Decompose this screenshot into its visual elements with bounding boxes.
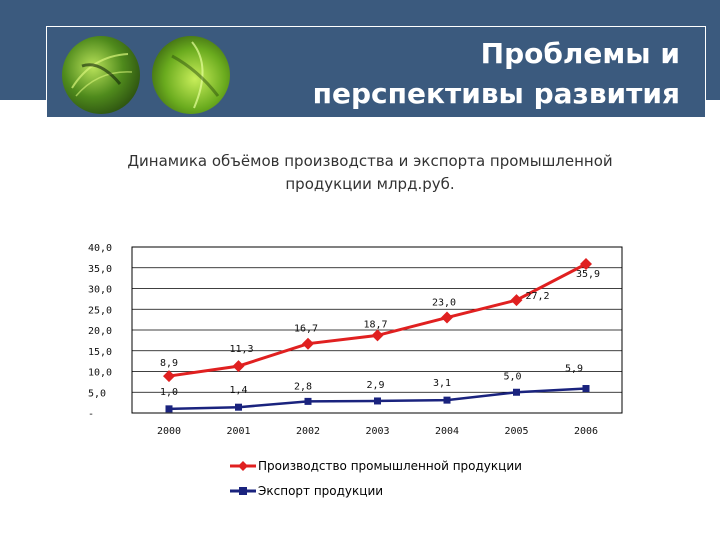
data-point-export: [235, 403, 242, 411]
x-tick-label: 2003: [365, 426, 389, 437]
y-tick-label: 35,0: [88, 264, 112, 275]
data-point-production: [232, 360, 245, 373]
legend-label-export: Экспорт продукции: [258, 484, 384, 498]
data-point-production: [510, 294, 523, 307]
chart-title: Динамика объёмов производства и экспорта…: [100, 150, 640, 196]
page-title-line-1: Проблемы и: [480, 37, 680, 70]
y-tick-label: 5,0: [88, 388, 106, 399]
data-point-export: [304, 397, 312, 405]
data-label-export: 5,9: [565, 364, 583, 375]
x-tick-label: 2000: [157, 426, 181, 437]
data-label-production: 8,9: [160, 358, 178, 369]
chart-title-line-1: Динамика объёмов производства и экспорта…: [127, 152, 613, 170]
x-tick-label: 2005: [504, 426, 528, 437]
data-point-export: [165, 405, 173, 413]
data-point-export: [513, 388, 520, 396]
legend-item-export: Экспорт продукции: [230, 483, 550, 501]
data-label-production: 11,3: [229, 344, 253, 355]
y-tick-label: 20,0: [88, 326, 112, 337]
y-tick-label: 15,0: [88, 347, 112, 358]
y-tick-label: 10,0: [88, 368, 112, 379]
data-point-production: [371, 329, 384, 342]
chart-title-line-2: продукции млрд.руб.: [285, 175, 455, 193]
x-tick-label: 2004: [435, 426, 459, 437]
data-point-export: [582, 385, 590, 393]
data-point-production: [580, 258, 592, 271]
data-point-production: [441, 311, 453, 324]
data-label-export: 2,9: [366, 380, 384, 391]
page-title-line-2: перспективы развития: [312, 77, 680, 110]
data-label-export: 2,8: [294, 381, 312, 392]
data-point-production: [302, 337, 314, 350]
data-label-production: 35,9: [576, 269, 600, 280]
y-tick-label: 30,0: [88, 285, 112, 296]
x-tick-label: 2002: [296, 426, 320, 437]
y-tick-label: 40,0: [88, 243, 112, 254]
data-point-production: [163, 370, 175, 383]
legend-label-production: Производство промышленной продукции: [258, 459, 522, 473]
data-label-production: 27,2: [525, 291, 549, 302]
y-tick-label: -: [88, 409, 94, 420]
x-tick-label: 2001: [226, 426, 250, 437]
y-tick-label: 25,0: [88, 305, 112, 316]
data-label-production: 16,7: [294, 324, 318, 335]
x-tick-label: 2006: [574, 426, 598, 437]
data-label-export: 1,4: [229, 385, 247, 396]
leaf-image-2: [152, 36, 230, 114]
leaf-image-1: [62, 36, 140, 114]
data-label-export: 5,0: [503, 371, 521, 382]
data-label-export: 1,0: [160, 387, 178, 398]
data-label-production: 23,0: [432, 298, 456, 309]
page-title: Проблемы и перспективы развития: [260, 34, 680, 114]
data-label-export: 3,1: [433, 378, 451, 389]
legend-item-production: Производство промышленной продукции: [230, 458, 550, 476]
data-label-production: 18,7: [363, 319, 387, 330]
data-point-export: [443, 396, 451, 404]
data-point-export: [374, 397, 381, 405]
